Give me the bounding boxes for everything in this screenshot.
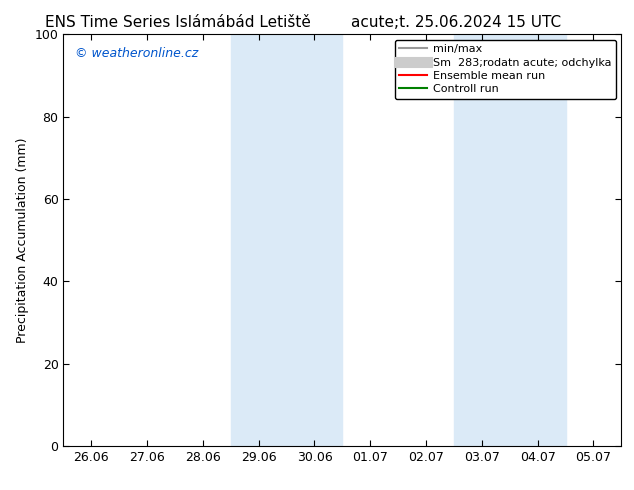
Bar — [231, 34, 342, 446]
Legend: min/max, Sm  283;rodatn acute; odchylka, Ensemble mean run, Controll run: min/max, Sm 283;rodatn acute; odchylka, … — [395, 40, 616, 99]
Bar — [454, 34, 566, 446]
Text: © weatheronline.cz: © weatheronline.cz — [75, 47, 198, 60]
Y-axis label: Precipitation Accumulation (mm): Precipitation Accumulation (mm) — [16, 137, 29, 343]
Text: acute;t. 25.06.2024 15 UTC: acute;t. 25.06.2024 15 UTC — [351, 15, 562, 30]
Text: ENS Time Series Islámábád Letiště: ENS Time Series Islámábád Letiště — [44, 15, 311, 30]
